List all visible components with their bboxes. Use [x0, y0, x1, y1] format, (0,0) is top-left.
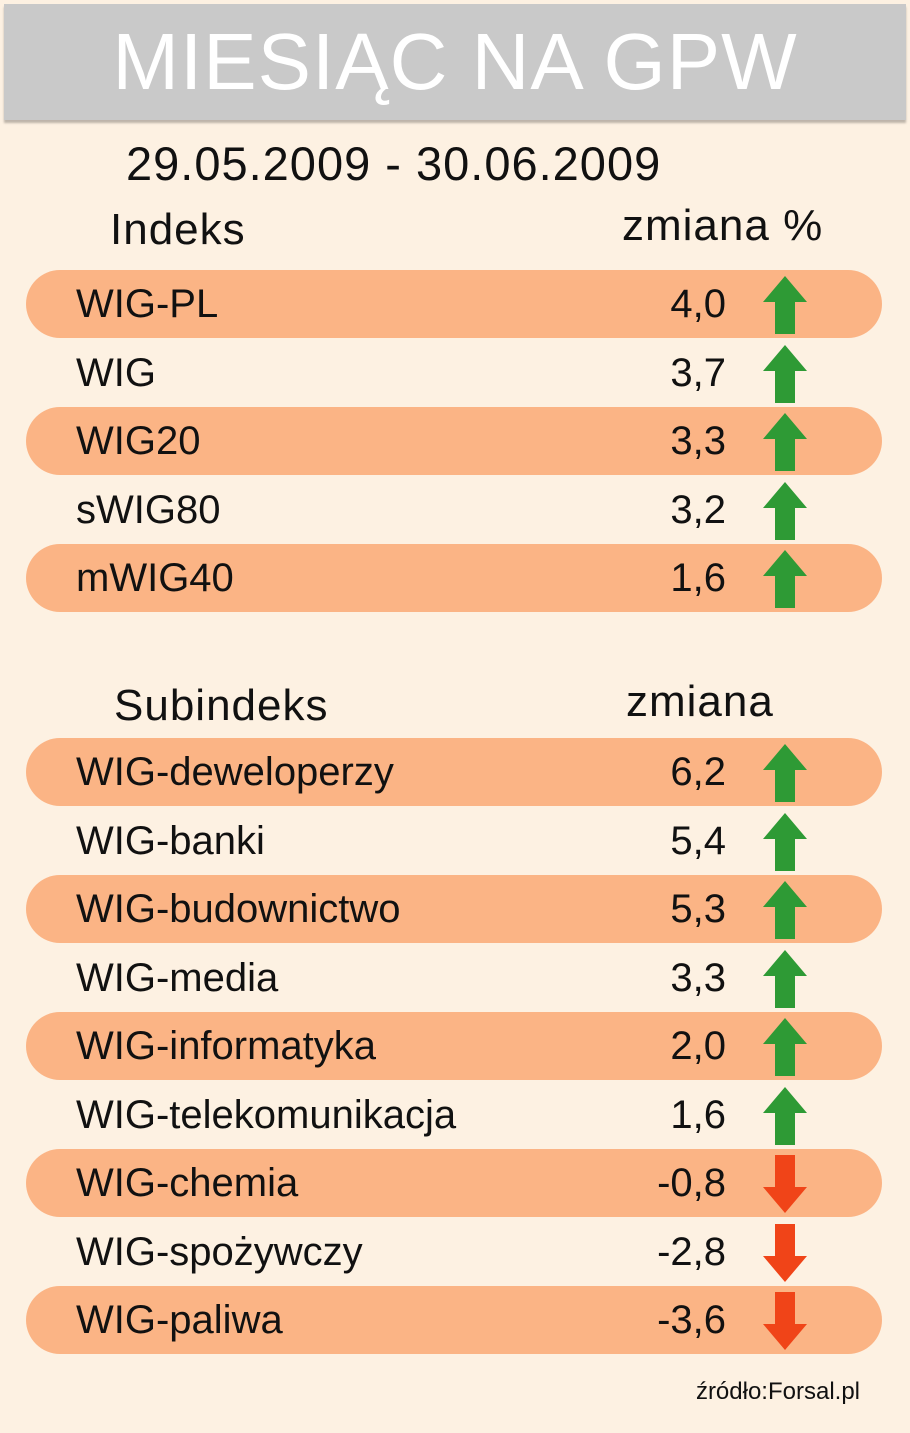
row-name: WIG-media — [76, 955, 279, 1000]
subindex-change-header: zmiana — [626, 677, 774, 726]
row-value: -3,6 — [657, 1298, 726, 1342]
arrow-down-icon — [763, 1223, 807, 1282]
index-column-header: Indeks — [110, 205, 246, 254]
table-row: WIG-budownictwo 5,3 — [26, 875, 882, 943]
table-row: WIG-telekomunikacja 1,6 — [26, 1081, 882, 1149]
table-row: WIG-informatyka 2,0 — [26, 1012, 882, 1080]
date-range: 29.05.2009 - 30.06.2009 — [126, 137, 662, 190]
arrow-up-icon — [763, 344, 807, 403]
row-value: 2,0 — [670, 1024, 726, 1068]
row-value: 4,0 — [670, 282, 726, 326]
arrow-up-icon — [763, 881, 807, 939]
table-row: WIG-banki 5,4 — [26, 807, 882, 875]
row-value: -0,8 — [657, 1161, 726, 1205]
row-name: WIG-PL — [76, 282, 219, 326]
arrow-up-icon — [763, 1018, 807, 1076]
table-row: WIG-chemia -0,8 — [26, 1149, 882, 1217]
row-name: WIG-paliwa — [76, 1298, 283, 1342]
arrow-up-icon — [763, 1086, 807, 1145]
row-name: WIG20 — [76, 419, 201, 463]
row-name: WIG-budownictwo — [76, 887, 401, 931]
arrow-down-icon — [763, 1292, 807, 1350]
row-value: 3,2 — [670, 487, 726, 532]
row-value: 5,3 — [670, 887, 726, 931]
row-value: 3,3 — [670, 955, 726, 1000]
row-name: mWIG40 — [76, 556, 234, 600]
table-row: WIG-deweloperzy 6,2 — [26, 738, 882, 806]
arrow-up-icon — [763, 550, 807, 608]
row-value: 5,4 — [670, 818, 726, 863]
source-note: źródło:Forsal.pl — [695, 1378, 860, 1405]
arrow-up-icon — [763, 481, 807, 540]
row-value: 1,6 — [670, 1092, 726, 1137]
title-banner: MIESIĄC NA GPW — [4, 4, 906, 120]
row-name: WIG-deweloperzy — [76, 750, 394, 794]
row-name: WIG-banki — [76, 818, 265, 863]
table-row: WIG-media 3,3 — [26, 944, 882, 1012]
arrow-up-icon — [763, 276, 807, 334]
table-row: sWIG80 3,2 — [26, 476, 882, 544]
table-row: mWIG40 1,6 — [26, 544, 882, 612]
table-row: WIG 3,7 — [26, 339, 882, 407]
arrow-up-icon — [763, 812, 807, 871]
row-value: -2,8 — [657, 1229, 726, 1274]
row-name: WIG-chemia — [76, 1161, 299, 1205]
arrow-up-icon — [763, 413, 807, 471]
row-value: 6,2 — [670, 750, 726, 794]
row-name: WIG-telekomunikacja — [76, 1092, 457, 1137]
table-row: WIG-paliwa -3,6 — [26, 1286, 882, 1354]
row-name: WIG — [76, 350, 156, 395]
index-change-header: zmiana % — [622, 201, 824, 250]
table-row: WIG20 3,3 — [26, 407, 882, 475]
row-value: 3,7 — [670, 350, 726, 395]
table-row: WIG-spożywczy -2,8 — [26, 1218, 882, 1286]
row-name: WIG-informatyka — [76, 1024, 377, 1068]
page-title: MIESIĄC NA GPW — [112, 17, 798, 106]
row-name: WIG-spożywczy — [76, 1229, 363, 1274]
subindex-column-header: Subindeks — [114, 681, 329, 730]
row-value: 3,3 — [670, 419, 726, 463]
table-row: WIG-PL 4,0 — [26, 270, 882, 338]
arrow-up-icon — [763, 744, 807, 802]
row-name: sWIG80 — [76, 487, 221, 532]
row-value: 1,6 — [670, 556, 726, 600]
arrow-up-icon — [763, 949, 807, 1008]
arrow-down-icon — [763, 1155, 807, 1213]
